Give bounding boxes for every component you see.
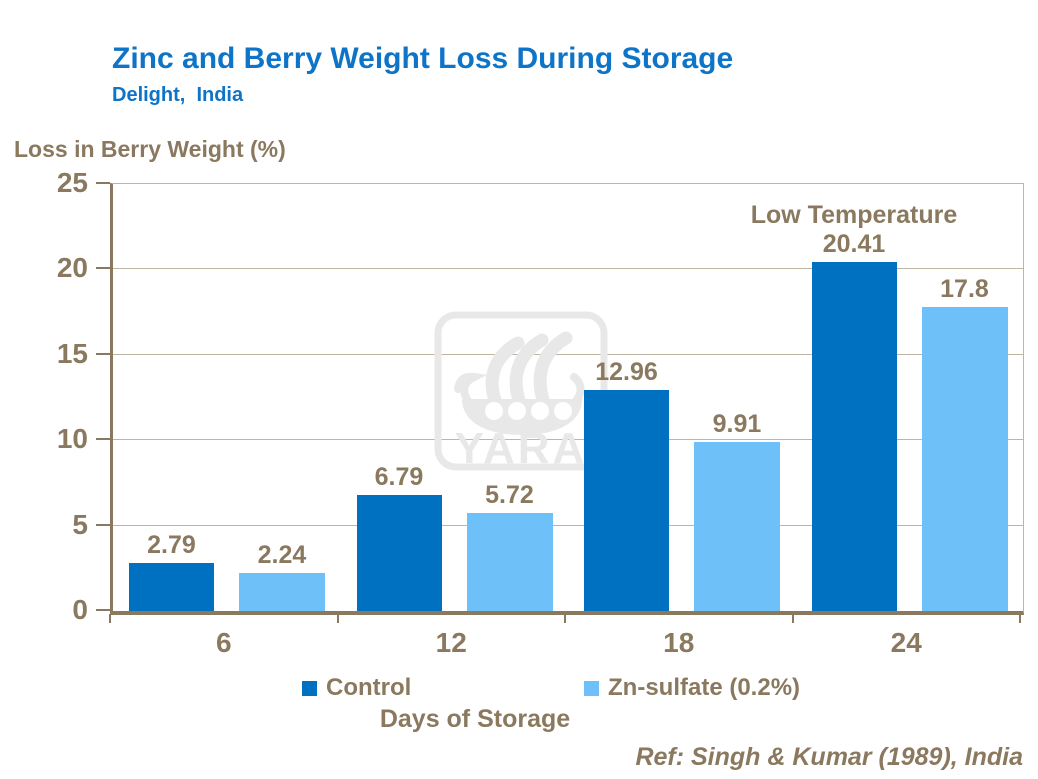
y-tick-label-20: 20 [56, 252, 88, 284]
x-tick-mark-4 [1019, 614, 1021, 623]
x-tick-label-18: 18 [663, 627, 695, 658]
y-tick-mark-5 [96, 523, 110, 526]
plot-area: YARA 2.79 2.24 6.79 5.72 12.96 9.91 20.41 17.8 L… [110, 183, 1024, 615]
x-tick-mark-3 [791, 614, 794, 623]
bar-value-label: 9.91 [712, 410, 762, 438]
viking-ship-icon: YARA [434, 311, 608, 473]
y-tick-label-0: 0 [72, 594, 88, 625]
gridline-y-20 [113, 268, 1023, 270]
bar-control-24 [811, 262, 897, 611]
x-tick-mark-1 [336, 614, 339, 623]
y-tick-label-25: 25 [56, 167, 88, 198]
legend-swatch-icon [584, 680, 599, 696]
legend-item-control: Control [302, 674, 411, 702]
chart-subtitle: Delight, India [112, 84, 244, 106]
y-tick-mark-25 [96, 182, 110, 184]
annotation-low-temperature: Low Temperature [750, 201, 958, 230]
x-tick-label-24: 24 [890, 627, 922, 658]
legend-item-zn-sulfate-0-2-: Zn-sulfate (0.2%) [584, 674, 800, 702]
y-tick-mark-15 [96, 352, 110, 355]
bar-value-label: 6.79 [374, 463, 424, 491]
bar-value-label: 5.72 [485, 481, 534, 509]
y-tick-label-5: 5 [72, 508, 88, 540]
y-tick-label-10: 10 [56, 423, 88, 455]
bar-value-label: 12.96 [595, 358, 658, 386]
x-tick-label-12: 12 [435, 627, 467, 658]
legend-label: Zn-sulfate (0.2%) [608, 674, 801, 701]
bar-zn-sulfate-0-2--6 [239, 573, 325, 611]
x-tick-label-6: 6 [215, 627, 232, 658]
reference-text: Ref: Singh & Kumar (1989), India [635, 743, 1023, 771]
y-tick-label-15: 15 [56, 337, 88, 369]
y-tick-mark-10 [96, 438, 110, 441]
bar-zn-sulfate-0-2--18 [694, 442, 780, 611]
legend-swatch-icon [302, 680, 317, 696]
gridline-y-5 [113, 524, 1023, 526]
bar-zn-sulfate-0-2--12 [466, 513, 553, 611]
x-tick-mark-0 [109, 614, 111, 623]
legend-label: Control [326, 674, 412, 701]
yara-watermark-text: YARA [455, 424, 588, 471]
gridline-y-15 [113, 353, 1023, 355]
gridline-y-10 [113, 439, 1023, 441]
bar-value-label: 2.24 [257, 541, 307, 569]
bar-value-label: 2.79 [147, 531, 196, 559]
bar-control-6 [129, 563, 214, 611]
bar-value-label: 20.41 [822, 230, 886, 258]
y-tick-mark-20 [96, 267, 110, 270]
bar-control-18 [584, 390, 669, 611]
y-axis-title: Loss in Berry Weight (%) [14, 136, 286, 162]
legend: Control Zn-sulfate (0.2%) [0, 670, 1038, 702]
bar-value-label: 17.8 [940, 275, 989, 303]
chart-title: Zinc and Berry Weight Loss During Storag… [112, 42, 734, 75]
x-tick-mark-2 [564, 614, 566, 623]
bar-control-12 [356, 495, 442, 611]
yara-watermark: YARA [434, 311, 608, 473]
x-axis-title: Days of Storage [379, 705, 571, 733]
y-tick-mark-0 [96, 609, 110, 611]
bar-zn-sulfate-0-2--24 [921, 307, 1008, 611]
